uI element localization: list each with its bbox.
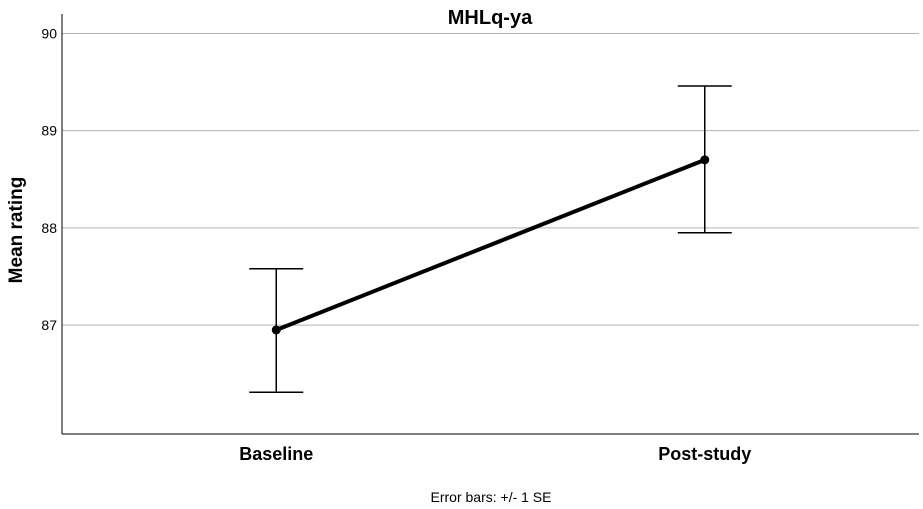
y-tick-labels: 87 88 89 90 [41, 25, 57, 333]
y-tick-label: 90 [41, 25, 57, 41]
x-tick-label: Post-study [658, 444, 751, 464]
axes [61, 14, 919, 435]
x-tick-labels: Baseline Post-study [239, 444, 751, 464]
x-tick-label: Baseline [239, 444, 313, 464]
chart-title: MHLq-ya [448, 7, 533, 29]
error-bars-note: Error bars: +/- 1 SE [431, 489, 552, 505]
y-tick-label: 87 [41, 317, 57, 333]
grid [62, 32, 919, 326]
y-tick-label: 89 [41, 123, 57, 139]
y-tick-label: 88 [41, 220, 57, 236]
series [249, 85, 732, 393]
series-line [275, 157, 706, 332]
data-point [700, 155, 710, 165]
data-point [271, 325, 281, 335]
y-axis-label: Mean rating [6, 177, 27, 284]
